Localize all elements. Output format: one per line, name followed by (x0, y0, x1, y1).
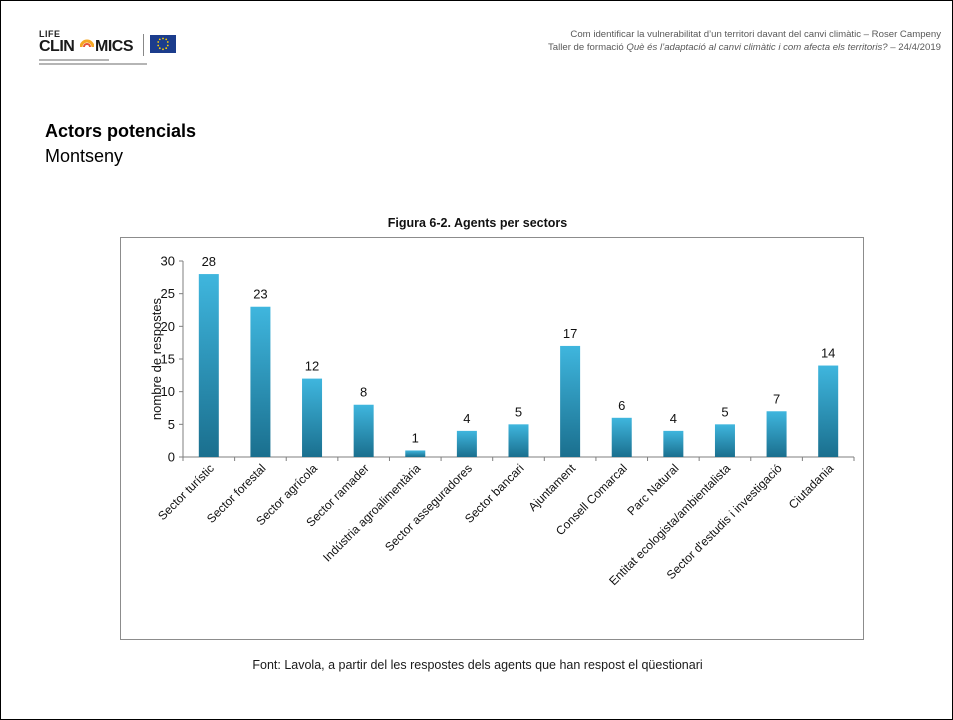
data-label: 5 (515, 404, 522, 419)
data-label: 8 (360, 385, 367, 400)
bar (353, 404, 374, 457)
bar (560, 345, 581, 457)
sun-icon (80, 39, 94, 48)
data-label: 4 (463, 411, 470, 426)
logo-fine-print (39, 59, 149, 65)
data-label: 23 (253, 287, 267, 302)
source-note: Font: Lavola, a partir del les respostes… (252, 658, 703, 672)
slide-title: Actors potencials (45, 121, 197, 141)
data-label: 14 (821, 346, 835, 361)
data-label: 6 (618, 398, 625, 413)
bar (405, 450, 426, 457)
logo-life-text: LIFE (39, 29, 61, 39)
life-clinomics-logo: LIFE CLIN MICS (39, 29, 189, 69)
eu-flag-icon (150, 35, 176, 53)
y-tick-label: 15 (161, 352, 175, 367)
y-tick-label: 25 (161, 286, 175, 301)
bar (198, 274, 219, 457)
bar (508, 424, 529, 457)
logo-divider (143, 34, 144, 56)
slide-subtitle: Montseny (45, 146, 124, 166)
figure-title: Figura 6-2. Agents per sectors (387, 216, 568, 230)
header-line-2-suffix: – 24/4/2019 (887, 42, 941, 53)
bar (456, 430, 477, 457)
data-label: 1 (412, 430, 419, 445)
y-tick-label: 20 (161, 319, 175, 334)
data-label: 4 (670, 411, 677, 426)
y-tick-label: 0 (168, 450, 175, 465)
bar (302, 378, 323, 457)
bar (818, 365, 839, 457)
y-tick-label: 10 (161, 384, 175, 399)
data-label: 5 (721, 404, 728, 419)
bar (611, 417, 632, 457)
header-line-2-prefix: Taller de formació (547, 42, 627, 53)
header-text: Com identificar la vulnerabilitat d’un t… (548, 28, 941, 54)
header-line-2: Taller de formació Què és l’adaptació al… (548, 41, 941, 54)
y-tick-label: 30 (161, 254, 175, 269)
logo-mics-text: MICS (95, 38, 134, 55)
header-line-2-italic: Què és l’adaptació al canvi climàtic i c… (626, 42, 888, 53)
x-tick-label: Sector asseguradores (382, 461, 475, 554)
y-axis-title: nombre de respostes (149, 297, 164, 420)
data-label: 12 (305, 359, 319, 374)
logo-clin-text: CLIN (39, 38, 75, 55)
bar (663, 430, 684, 457)
x-tick-label: Indústria agroalimentària (320, 461, 424, 565)
bar (766, 411, 787, 457)
data-label: 17 (563, 326, 577, 341)
chart-frame: 0 5 10 15 20 25 30 nombre de respostes 28 Sector … (120, 237, 864, 640)
header-line-1: Com identificar la vulnerabilitat d’un t… (570, 29, 941, 40)
data-label: 28 (202, 254, 216, 269)
x-tick-label: Ciutadania (786, 461, 837, 512)
x-tick-label: Parc Natural (624, 461, 681, 518)
x-tick-label: Ajuntament (525, 461, 578, 514)
data-label: 7 (773, 391, 780, 406)
bar (714, 424, 735, 457)
y-tick-label: 5 (168, 417, 175, 432)
bar (250, 306, 271, 457)
